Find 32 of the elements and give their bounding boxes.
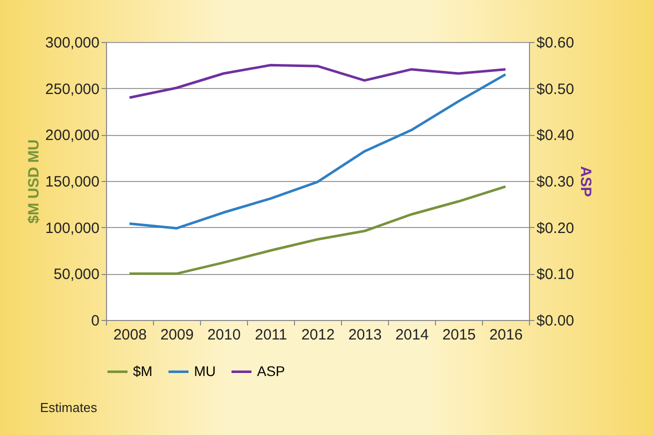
x-tick-label: 2013: [348, 326, 382, 344]
y-tick-label: 50,000: [54, 266, 100, 284]
y-tick-label: 150,000: [45, 174, 100, 190]
legend-label: MU: [194, 362, 216, 379]
x-tick-label: 2014: [395, 326, 429, 344]
legend-label: ASP: [257, 362, 286, 379]
line-series: [128, 64, 507, 99]
text: Estimates: [40, 400, 98, 415]
x-tick-label: 2009: [160, 326, 194, 344]
y2-tick-label: $0.00: [536, 312, 574, 330]
y-tick-label: 250,000: [45, 80, 100, 98]
legend-label: $M: [133, 362, 152, 379]
x-tick-label: 2016: [489, 326, 523, 344]
line-series: [128, 185, 507, 275]
y-tick-label: 300,000: [45, 34, 100, 52]
y-tick-label: 100,000: [45, 220, 100, 237]
y-tick-label: 0: [91, 312, 100, 330]
y2-tick-label: $0.10: [536, 266, 574, 284]
x-tick-label: 2012: [301, 326, 335, 344]
y2-tick-label: $0.40: [536, 127, 574, 144]
x-tick-label: 2008: [113, 326, 147, 344]
y2-tick-label: $0.20: [536, 220, 574, 237]
x-tick-label: 2015: [442, 326, 476, 344]
x-tick-label: 2010: [207, 326, 241, 344]
y2-tick-label: $0.50: [536, 80, 574, 98]
line-series: [128, 73, 507, 230]
y2-axis-title: ASP: [577, 166, 594, 197]
y2-tick-label: $0.60: [536, 34, 574, 52]
x-tick-label: 2011: [254, 326, 288, 344]
y-tick-label: 200,000: [45, 127, 100, 144]
y-axis-title: $M USD MU: [25, 139, 42, 224]
y2-tick-label: $0.30: [536, 174, 574, 190]
